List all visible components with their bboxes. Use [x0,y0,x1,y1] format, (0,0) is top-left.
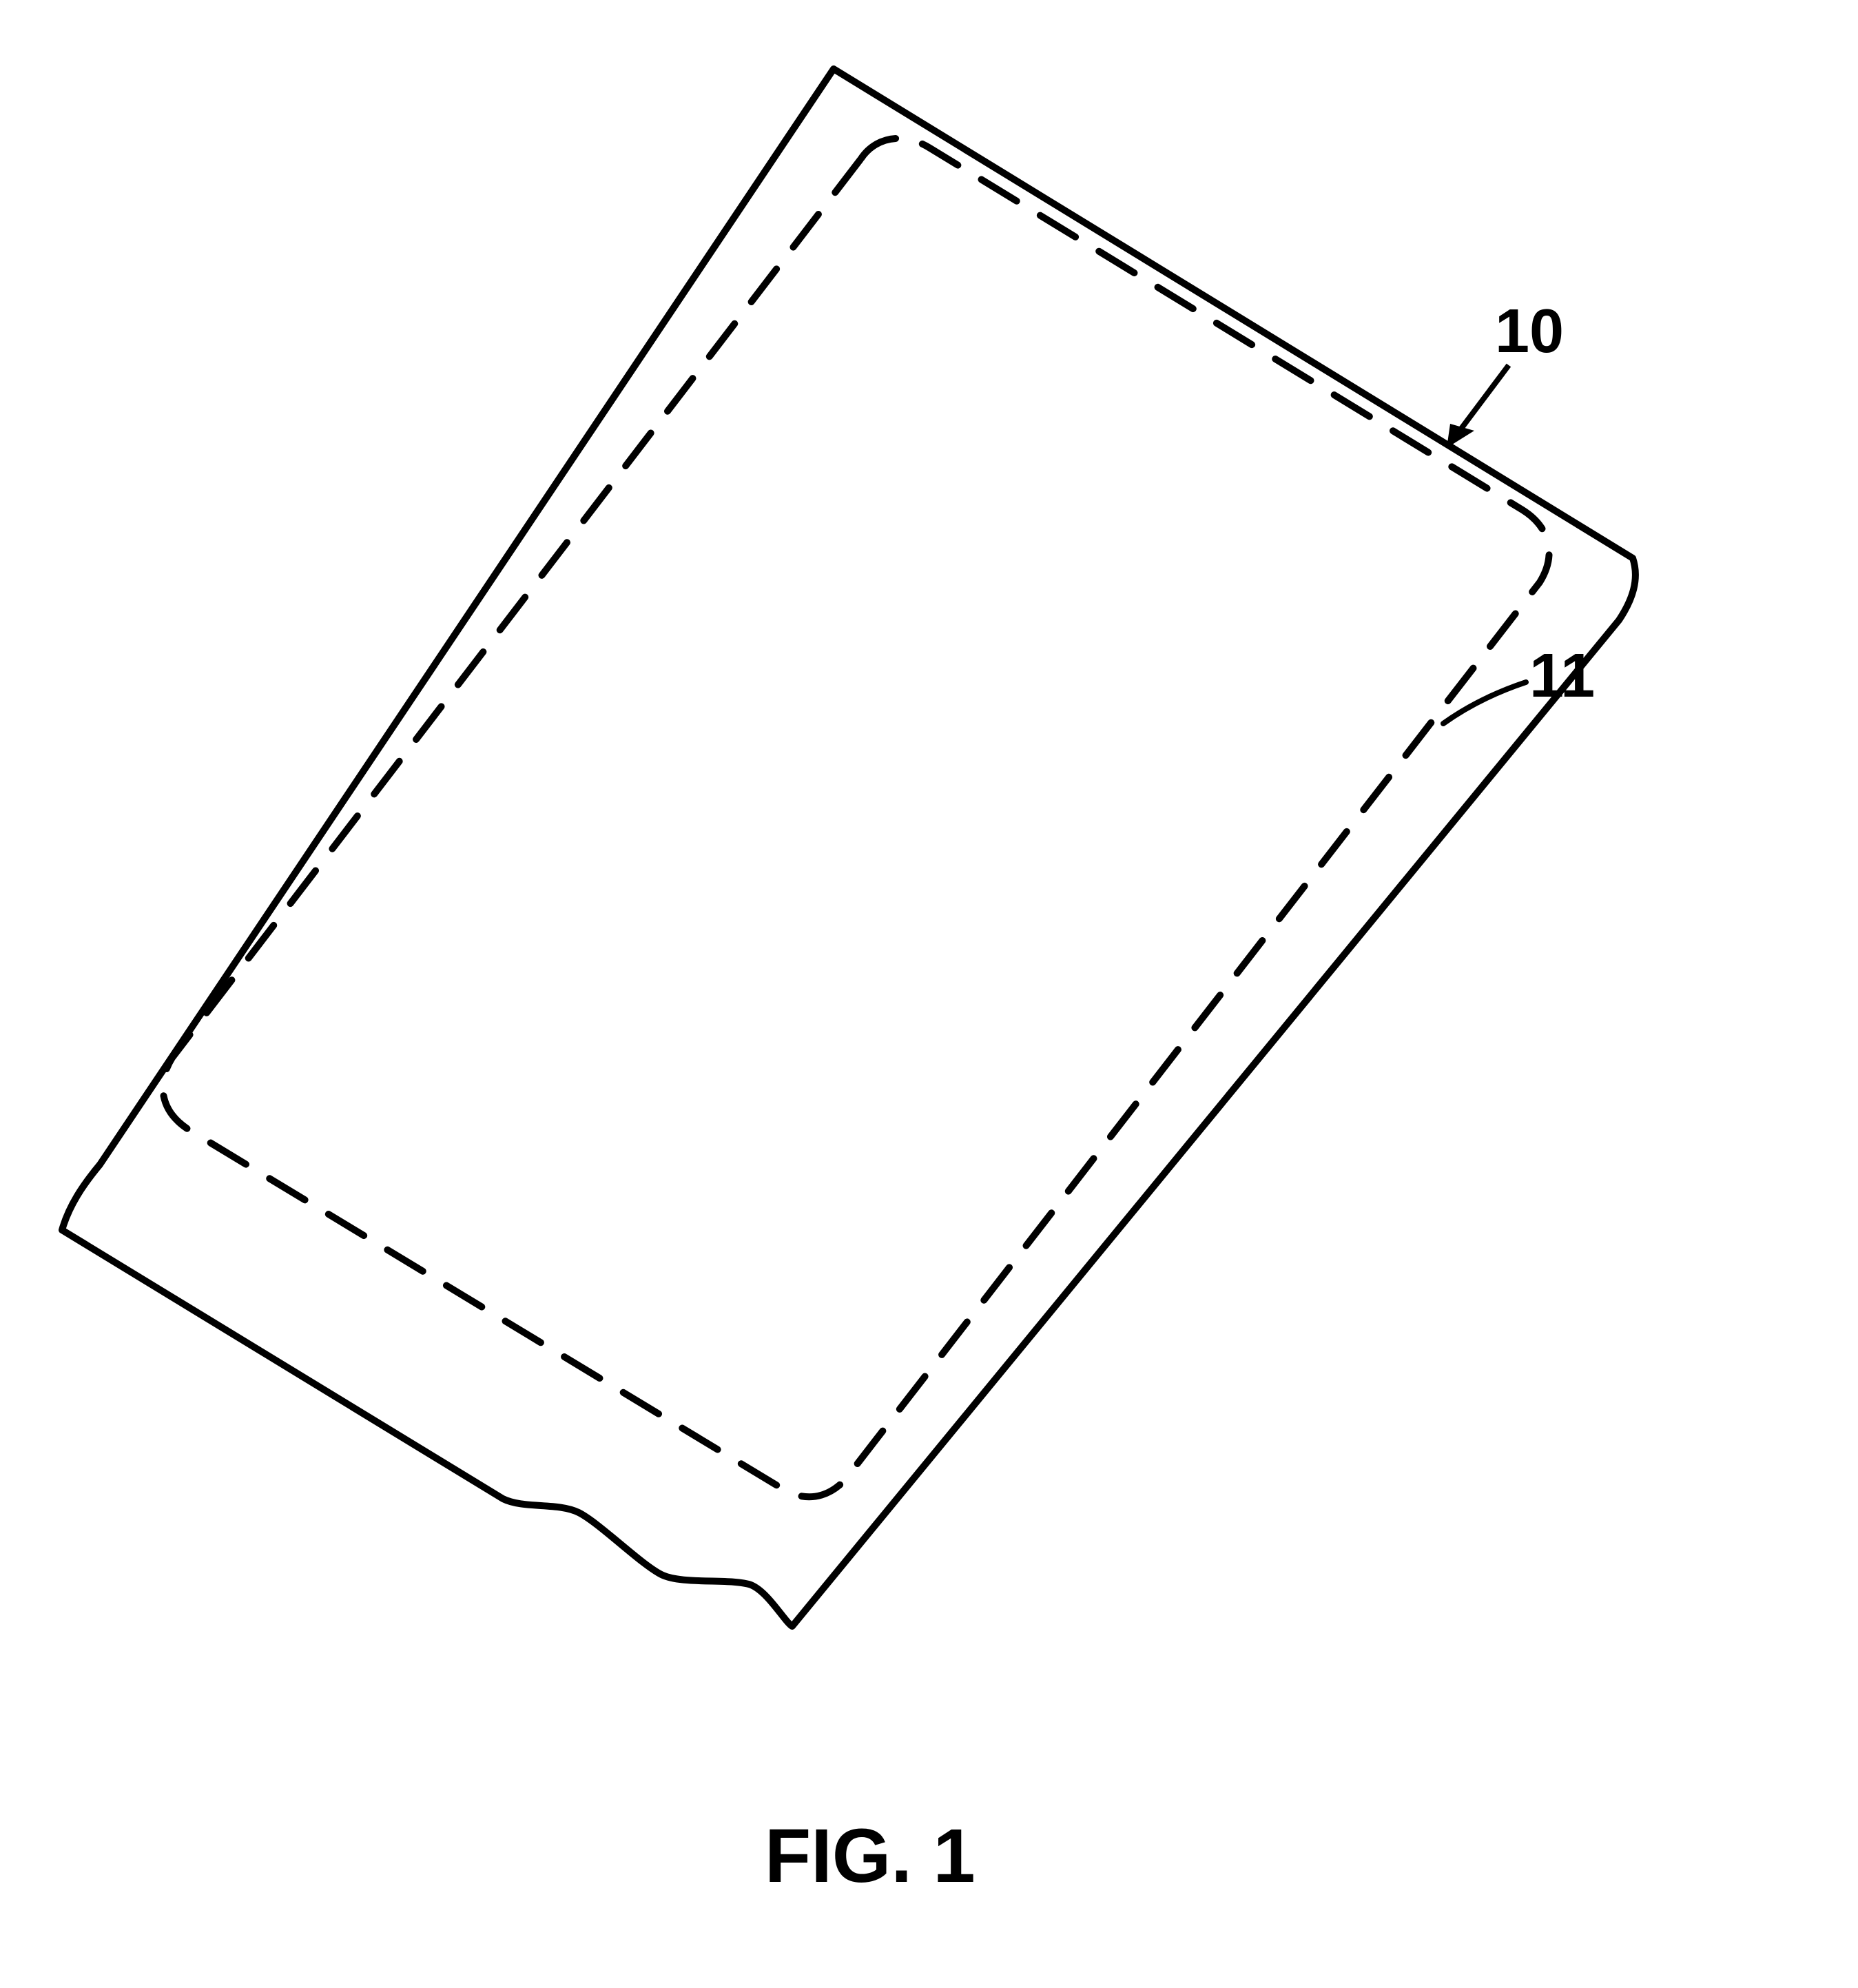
inner-dashed-boundary [163,139,1549,1497]
arrow-10-head [1447,424,1474,448]
figure-page: 10 11 FIG. 1 [0,0,1858,1988]
figure-caption: FIG. 1 [765,1812,976,1900]
outer-boundary [62,69,1635,1626]
figure-drawing [0,0,1858,1988]
reference-numeral-11: 11 [1529,641,1595,712]
reference-arrow-10 [1447,365,1509,448]
reference-numeral-10: 10 [1495,296,1564,367]
